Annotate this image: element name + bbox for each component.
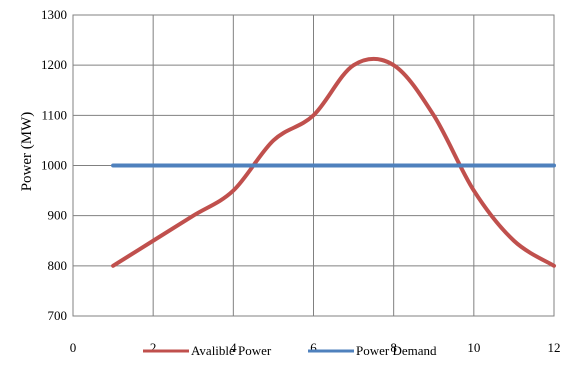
x-axis-tick-labels: 0 2 4 6 8 10 12 [70,340,561,355]
y-axis-title: Power (MW) [19,112,35,192]
x-tick-label: 8 [390,340,397,355]
legend-label-power-demand: Power Demand [356,343,437,358]
x-tick-label: 0 [70,340,77,355]
y-tick-label: 800 [48,258,68,273]
legend-label-avalible-power: Avalible Power [191,343,272,358]
y-tick-label: 1000 [41,158,67,173]
y-tick-label: 1100 [41,107,67,122]
y-tick-label: 1200 [41,57,67,72]
y-axis-tick-labels: 700 800 900 1000 1100 1200 1300 [41,7,67,323]
y-tick-label: 900 [48,208,68,223]
x-tick-label: 10 [467,340,480,355]
y-tick-label: 1300 [41,7,67,22]
chart-legend: Avalible Power Power Demand [143,343,437,358]
x-tick-label: 12 [548,340,561,355]
x-tick-label: 6 [310,340,317,355]
x-tick-label: 2 [150,340,157,355]
series-line-avalible-power [111,56,556,268]
y-tick-label: 700 [48,308,68,323]
series-layer [111,56,556,268]
x-tick-label: 4 [230,340,237,355]
